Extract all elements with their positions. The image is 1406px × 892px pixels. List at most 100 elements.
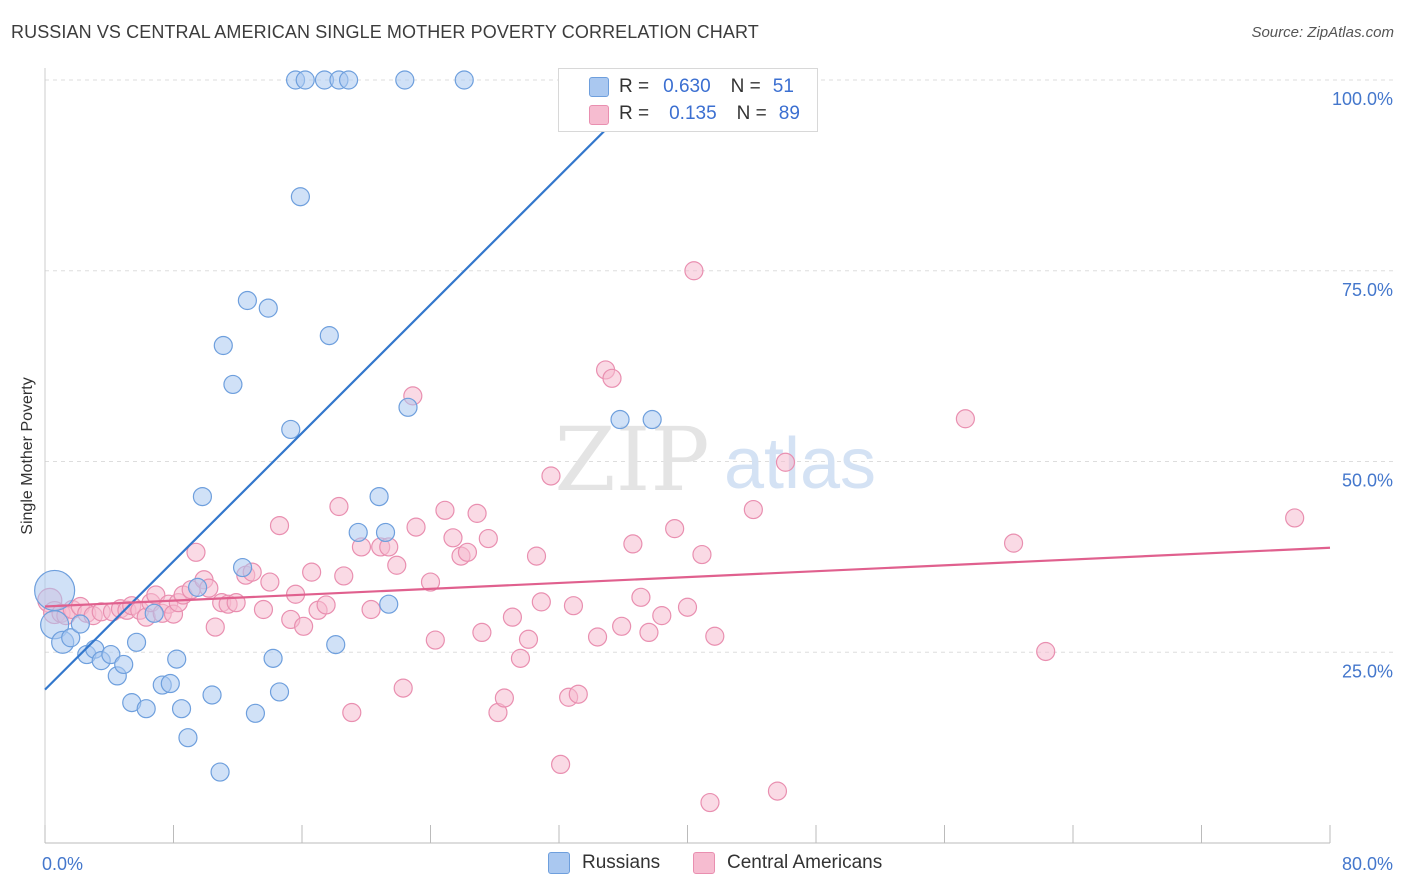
legend-swatch-russians <box>589 77 609 97</box>
data-point <box>563 596 584 616</box>
data-point <box>457 542 478 562</box>
data-point <box>295 70 315 90</box>
y-tick-label: 75.0% <box>1342 280 1393 300</box>
data-point <box>623 534 643 554</box>
data-point <box>136 699 156 719</box>
legend-row-central-americans: R = 0.135 N = 89 <box>619 101 800 127</box>
data-point <box>1036 641 1056 662</box>
data-point <box>369 486 389 507</box>
data-point <box>478 528 498 549</box>
watermark: ZIP atlas <box>554 408 876 511</box>
data-point <box>210 762 230 782</box>
x-tick-label: 0.0% <box>42 854 83 874</box>
data-point <box>551 754 571 775</box>
data-point <box>454 70 474 90</box>
data-point <box>269 515 290 536</box>
data-point <box>338 70 359 90</box>
trend-line-russians <box>44 79 657 691</box>
data-point <box>518 629 539 649</box>
data-point <box>178 728 198 748</box>
y-tick-label: 100.0% <box>1332 89 1393 109</box>
russians-swatch <box>548 852 570 874</box>
data-point <box>186 542 206 562</box>
trend-lines <box>44 79 1331 691</box>
data-point <box>101 644 121 665</box>
data-point <box>263 648 283 668</box>
data-point <box>61 628 81 648</box>
data-point <box>502 607 523 627</box>
data-point <box>435 500 455 520</box>
data-point <box>387 555 407 575</box>
data-point <box>692 544 712 565</box>
legend-item-russians[interactable]: Russians <box>548 852 660 874</box>
legend-n-label: N = <box>736 103 767 124</box>
data-point <box>269 682 290 702</box>
axes <box>44 68 1331 844</box>
data-point <box>167 649 187 669</box>
data-point <box>531 592 551 612</box>
legend-n-value: 89 <box>778 103 800 124</box>
data-point <box>290 187 310 207</box>
data-point <box>494 688 514 708</box>
data-point <box>70 614 90 634</box>
data-point <box>223 374 243 395</box>
data-point <box>677 597 698 617</box>
data-point <box>602 368 622 388</box>
data-point <box>379 594 399 614</box>
watermark-atlas: atlas <box>724 424 876 504</box>
legend-r-value: 0.135 <box>669 103 717 124</box>
data-point <box>406 517 426 537</box>
data-point <box>232 557 253 578</box>
legend-r-label: R = <box>619 76 650 97</box>
legend-row-russians: R = 0.630 N = 51 <box>619 74 794 100</box>
data-point <box>326 635 346 655</box>
legend-n-label: N = <box>730 76 761 97</box>
data-point <box>526 546 547 566</box>
data-point <box>294 616 314 636</box>
data-point <box>705 626 725 646</box>
data-point <box>316 595 336 615</box>
data-point <box>425 630 445 650</box>
data-point <box>420 572 441 592</box>
data-point <box>202 685 222 705</box>
data-point <box>205 617 225 637</box>
data-point <box>319 326 339 346</box>
data-point <box>187 577 208 597</box>
data-point <box>126 632 147 652</box>
data-point <box>213 335 233 356</box>
data-point <box>253 599 274 620</box>
chart-title: RUSSIAN VS CENTRAL AMERICAN SINGLE MOTHE… <box>11 22 759 42</box>
tick-labels: 25.0% 50.0% 75.0% 100.0% 0.0% 80.0% <box>42 89 1393 874</box>
data-point <box>348 522 368 543</box>
data-point <box>1003 533 1024 553</box>
data-point <box>334 566 354 586</box>
russians-label: Russians <box>582 852 661 873</box>
data-point <box>302 562 322 582</box>
data-point <box>329 496 349 517</box>
data-point <box>684 261 704 281</box>
legend-swatch-central-americans <box>589 105 609 125</box>
data-point <box>743 499 763 520</box>
central-americans-label: Central Americans <box>727 852 883 873</box>
data-point <box>260 572 280 592</box>
data-point <box>700 792 720 813</box>
data-point <box>767 781 788 801</box>
data-point <box>541 466 561 486</box>
legend-n-value: 51 <box>772 76 794 97</box>
data-point <box>472 622 492 643</box>
data-point <box>144 603 164 623</box>
legend-item-central-americans[interactable]: Central Americans <box>693 852 882 874</box>
watermark-zip: ZIP <box>554 408 709 511</box>
data-point <box>237 290 257 311</box>
data-point <box>631 587 651 607</box>
data-point <box>245 703 266 723</box>
legend-r-value: 0.630 <box>663 76 711 97</box>
data-point <box>587 627 608 647</box>
y-tick-label: 50.0% <box>1342 471 1393 491</box>
legend-r-label: R = <box>619 103 650 124</box>
data-point <box>375 522 396 543</box>
data-point <box>568 684 588 704</box>
source-label: Source: ZipAtlas.com <box>1251 24 1394 41</box>
data-point <box>665 519 685 539</box>
